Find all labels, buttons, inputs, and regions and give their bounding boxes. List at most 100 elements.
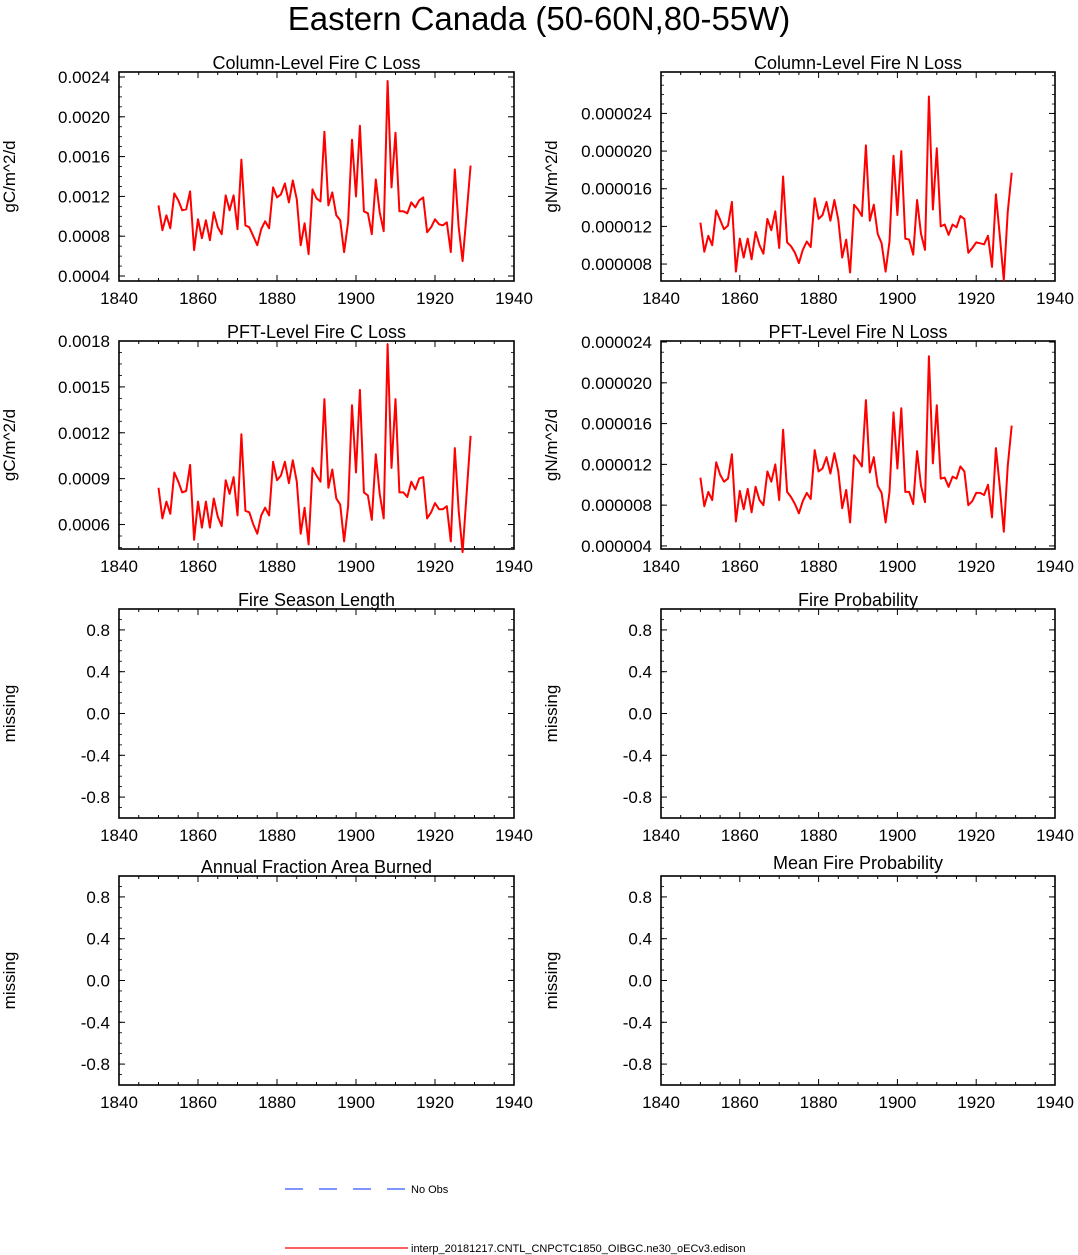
figure-title: Eastern Canada (50-60N,80-55W)	[288, 0, 791, 37]
y-tick-label: 0.4	[628, 663, 652, 682]
y-tick-label: 0.8	[86, 888, 110, 907]
plot-frame	[660, 875, 1056, 1086]
x-tick-label: 1840	[642, 289, 680, 308]
x-tick-label: 1860	[721, 289, 759, 308]
plot-frame	[118, 340, 515, 550]
y-axis-label: missing	[0, 952, 19, 1010]
x-tick-label: 1920	[416, 826, 454, 845]
y-tick-label: 0.0016	[58, 148, 110, 167]
x-tick-label: 1860	[721, 1093, 759, 1112]
series-line-column-level-fire-c-loss	[157, 80, 472, 263]
x-tick-label: 1860	[179, 826, 217, 845]
x-tick-label: 1920	[957, 557, 995, 576]
x-tick-label: 1920	[957, 289, 995, 308]
x-tick-label: 1940	[1036, 289, 1074, 308]
x-tick-label: 1880	[800, 1093, 838, 1112]
x-tick-label: 1920	[416, 557, 454, 576]
y-tick-label: 0.000024	[581, 104, 652, 123]
x-tick-label: 1940	[1036, 1093, 1074, 1112]
x-tick-label: 1880	[258, 1093, 296, 1112]
x-tick-label: 1860	[179, 289, 217, 308]
x-tick-label: 1900	[337, 826, 375, 845]
y-axis-label: missing	[0, 685, 19, 743]
x-tick-label: 1840	[100, 1093, 138, 1112]
panel-mean-fire-probability: Mean Fire Probability missing 1840 1860 1880…	[542, 853, 1074, 1112]
x-tick-label: 1900	[878, 1093, 916, 1112]
y-tick-label: 0.8	[628, 621, 652, 640]
y-tick-label: -0.4	[623, 746, 652, 765]
y-tick-label: 0.0	[628, 972, 652, 991]
x-tick-label: 1900	[878, 826, 916, 845]
y-tick-label: 0.0006	[58, 516, 110, 535]
x-tick-label: 1880	[800, 557, 838, 576]
x-tick-label: 1840	[642, 557, 680, 576]
x-tick-label: 1840	[100, 557, 138, 576]
x-tick-label: 1860	[179, 1093, 217, 1112]
y-axis-label: gN/m^2/d	[542, 140, 561, 212]
y-tick-label: 0.0020	[58, 108, 110, 127]
y-tick-label: 0.0	[628, 705, 652, 724]
panel-fire-probability: Fire Probability missing 1840 1860 1880 1900 1…	[542, 590, 1074, 845]
x-tick-label: 1880	[800, 289, 838, 308]
y-tick-label: 0.0018	[58, 332, 110, 351]
plot-frame	[660, 608, 1056, 819]
series-line-pft-level-fire-c-loss	[157, 343, 472, 554]
x-tick-label: 1920	[957, 1093, 995, 1112]
panel-title: Fire Season Length	[238, 590, 395, 610]
y-tick-label: 0.0008	[58, 227, 110, 246]
panel-column-level-fire-c-loss: Column-Level Fire C Loss gC/m^2/d 1840 1860…	[0, 53, 533, 308]
y-tick-label: 0.0	[86, 705, 110, 724]
y-tick-label: 0.0009	[58, 470, 110, 489]
panel-title: PFT-Level Fire C Loss	[227, 322, 406, 342]
panel-title: PFT-Level Fire N Loss	[768, 322, 947, 342]
x-tick-label: 1860	[179, 557, 217, 576]
y-axis-label: missing	[542, 952, 561, 1010]
x-tick-label: 1900	[337, 557, 375, 576]
y-tick-label: 0.0015	[58, 378, 110, 397]
y-tick-label: 0.4	[86, 930, 110, 949]
panel-title: Fire Probability	[798, 590, 918, 610]
y-tick-label: 0.000016	[581, 180, 652, 199]
panel-annual-fraction-area-burned: Annual Fraction Area Burned missing 1840 18…	[0, 857, 533, 1112]
x-tick-label: 1900	[337, 289, 375, 308]
x-tick-label: 1920	[957, 826, 995, 845]
y-tick-label: -0.8	[623, 788, 652, 807]
y-tick-label: 0.4	[86, 663, 110, 682]
y-tick-label: 0.8	[86, 621, 110, 640]
x-tick-label: 1940	[495, 289, 533, 308]
panel-column-level-fire-n-loss: Column-Level Fire N Loss gN/m^2/d 1840 1860…	[542, 53, 1074, 308]
x-tick-label: 1940	[495, 557, 533, 576]
x-tick-label: 1880	[800, 826, 838, 845]
x-tick-label: 1880	[258, 557, 296, 576]
panel-title: Mean Fire Probability	[773, 853, 943, 873]
x-tick-label: 1920	[416, 1093, 454, 1112]
x-tick-label: 1940	[1036, 557, 1074, 576]
y-tick-label: 0.0	[86, 972, 110, 991]
x-tick-label: 1900	[878, 557, 916, 576]
y-tick-label: -0.4	[623, 1013, 652, 1032]
y-tick-label: 0.000012	[581, 217, 652, 236]
y-tick-label: 0.000008	[581, 496, 652, 515]
plot-frame	[660, 71, 1056, 282]
plot-frame	[118, 875, 515, 1086]
y-axis-label: gC/m^2/d	[0, 409, 19, 481]
y-tick-label: -0.8	[81, 1055, 110, 1074]
panel-title: Annual Fraction Area Burned	[201, 857, 432, 877]
series-line-pft-level-fire-n-loss	[699, 355, 1013, 533]
y-tick-label: 0.000008	[581, 255, 652, 274]
x-tick-label: 1940	[495, 826, 533, 845]
legend-noobs-label: No Obs	[411, 1184, 449, 1196]
y-tick-label: 0.000012	[581, 455, 652, 474]
panel-pft-level-fire-n-loss: PFT-Level Fire N Loss gN/m^2/d 1840 1860 188…	[542, 322, 1074, 576]
x-tick-label: 1840	[100, 826, 138, 845]
y-tick-label: 0.0024	[58, 68, 110, 87]
y-tick-label: -0.4	[81, 1013, 110, 1032]
plot-frame	[118, 608, 515, 819]
y-axis-label: gN/m^2/d	[542, 409, 561, 481]
panel-pft-level-fire-c-loss: PFT-Level Fire C Loss gC/m^2/d 1840 1860 188…	[0, 322, 533, 576]
plot-frame	[660, 340, 1056, 550]
y-tick-label: 0.0012	[58, 187, 110, 206]
y-tick-label: -0.8	[81, 788, 110, 807]
panel-title: Column-Level Fire N Loss	[754, 53, 962, 73]
